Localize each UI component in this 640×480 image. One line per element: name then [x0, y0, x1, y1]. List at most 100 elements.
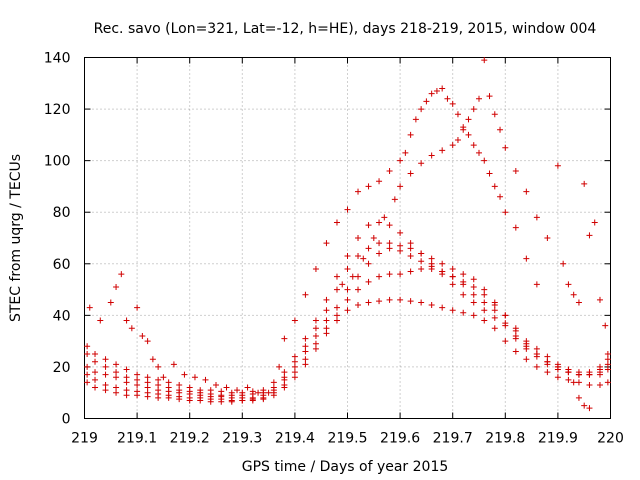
- data-point: [155, 363, 162, 370]
- y-tick-label: 20: [53, 360, 71, 376]
- data-point: [355, 273, 362, 280]
- data-point: [160, 374, 167, 381]
- data-point: [323, 307, 330, 314]
- data-point: [449, 307, 456, 314]
- data-point: [344, 253, 351, 260]
- data-point: [476, 95, 482, 102]
- data-point: [397, 229, 404, 236]
- data-point: [586, 232, 593, 239]
- data-point: [113, 361, 120, 368]
- data-point: [596, 363, 603, 370]
- data-point: [92, 369, 99, 376]
- data-point: [260, 387, 267, 394]
- data-point: [191, 374, 198, 381]
- data-point: [418, 265, 425, 272]
- data-point: [344, 296, 351, 303]
- data-point: [454, 137, 461, 144]
- data-point: [502, 144, 509, 151]
- data-point: [302, 348, 309, 355]
- data-point: [554, 162, 561, 169]
- y-tick-label: 120: [44, 102, 71, 118]
- data-point: [575, 299, 582, 306]
- data-point: [84, 351, 91, 358]
- data-point: [165, 379, 172, 386]
- data-point: [586, 405, 593, 412]
- data-point: [197, 387, 204, 394]
- data-point: [449, 142, 456, 149]
- data-point: [291, 369, 298, 376]
- data-point: [491, 111, 498, 118]
- data-point: [407, 131, 414, 138]
- data-point: [407, 268, 414, 275]
- data-point: [355, 302, 362, 309]
- data-point: [428, 152, 435, 159]
- data-point: [92, 351, 99, 358]
- data-point: [565, 281, 572, 288]
- data-point: [281, 335, 288, 342]
- data-point: [481, 286, 488, 293]
- data-point: [134, 304, 141, 311]
- data-point: [270, 379, 277, 386]
- data-point: [234, 387, 241, 394]
- data-point: [323, 325, 330, 332]
- data-point: [512, 167, 519, 174]
- data-point: [123, 366, 130, 373]
- data-point: [491, 299, 498, 306]
- data-point: [84, 379, 91, 386]
- data-point: [312, 325, 319, 332]
- data-point: [428, 90, 435, 97]
- data-point: [407, 253, 414, 260]
- data-point: [355, 253, 362, 260]
- data-point: [123, 387, 130, 394]
- data-point: [155, 381, 162, 388]
- y-tick-label: 0: [62, 412, 71, 428]
- data-point: [312, 340, 319, 347]
- data-point: [554, 363, 561, 370]
- data-point: [349, 273, 356, 280]
- data-point: [365, 260, 372, 267]
- data-point: [134, 388, 141, 395]
- y-tick-label: 100: [44, 154, 71, 170]
- data-point: [291, 374, 298, 381]
- data-point: [376, 240, 383, 247]
- data-point: [581, 402, 588, 409]
- data-point: [386, 245, 393, 252]
- y-axis-label: STEC from uqrg / TECUs: [8, 154, 24, 322]
- data-point: [481, 299, 488, 306]
- data-point: [144, 338, 151, 345]
- data-point: [502, 209, 509, 216]
- data-point: [113, 283, 120, 290]
- data-point: [113, 369, 120, 376]
- data-point: [102, 387, 109, 394]
- data-point: [365, 222, 372, 229]
- data-point: [560, 260, 567, 267]
- data-point: [144, 379, 151, 386]
- data-point: [228, 389, 235, 396]
- data-point: [302, 335, 309, 342]
- data-point: [165, 384, 172, 391]
- data-point: [123, 374, 130, 381]
- data-point: [202, 376, 209, 383]
- data-point: [596, 381, 603, 388]
- data-point: [397, 247, 404, 254]
- x-tick-label: 219.1: [117, 431, 157, 447]
- data-point: [602, 322, 609, 329]
- data-point: [512, 348, 519, 355]
- data-point: [360, 255, 367, 262]
- data-point: [533, 214, 540, 221]
- data-point: [544, 358, 551, 365]
- data-point: [134, 371, 141, 378]
- data-point: [523, 356, 530, 363]
- data-point: [470, 299, 477, 306]
- data-point: [376, 273, 383, 280]
- data-point: [604, 366, 611, 373]
- x-tick-label: 219.3: [222, 431, 262, 447]
- data-point: [428, 302, 435, 309]
- data-point: [604, 361, 611, 368]
- data-point: [481, 157, 488, 164]
- data-point: [323, 317, 330, 324]
- data-point: [355, 188, 362, 195]
- x-tick-label: 219: [71, 431, 98, 447]
- data-point: [92, 384, 99, 391]
- data-point: [402, 149, 409, 156]
